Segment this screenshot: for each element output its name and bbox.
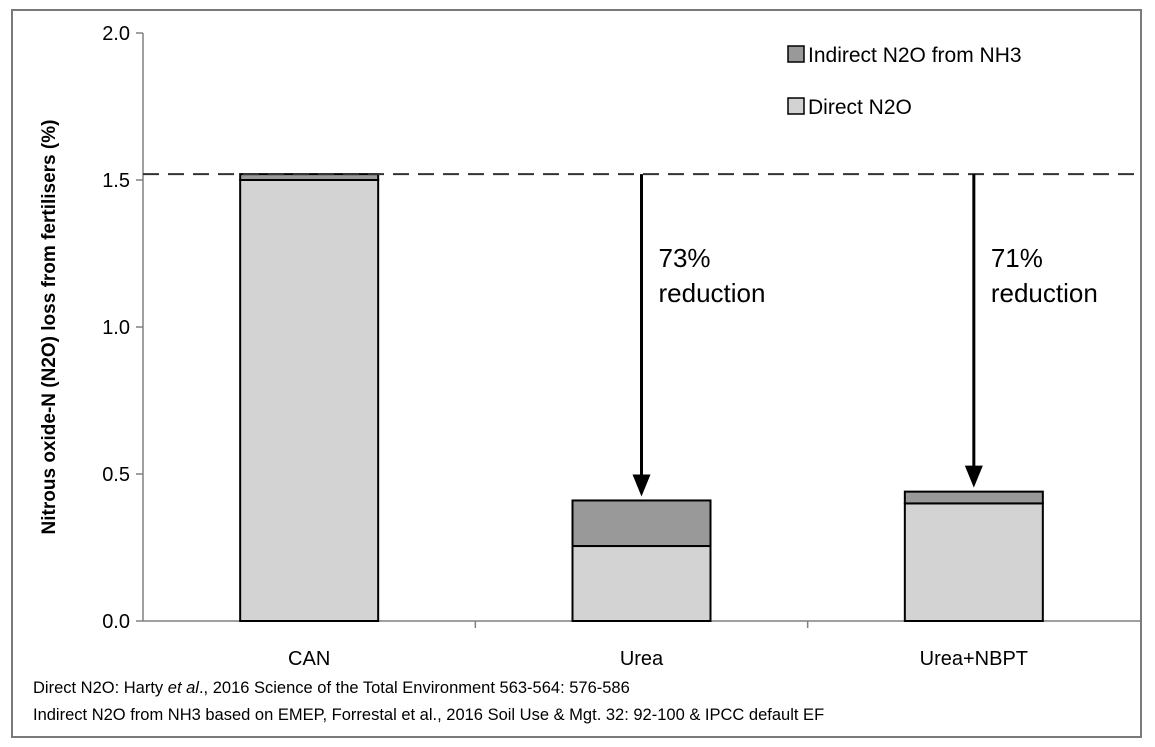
reduction-percent: 73% [659,243,711,273]
annotations: 73% reduction 71% reduction [632,174,1098,497]
reduction-label: reduction [991,278,1098,308]
x-tick-label: Urea [620,648,664,670]
y-tick-label: 0.0 [102,611,130,633]
reduction-label: reduction [659,278,766,308]
bar-indirect-urea-nbpt [903,490,1044,505]
bar-indirect-urea [571,499,712,548]
y-tick-label: 1.0 [102,317,130,339]
y-tick-label: 2.0 [102,23,130,45]
footnote-direct: Direct N2O: Harty et al., 2016 Science o… [33,679,630,697]
bar-chart: Nitrous oxide-N (N2O) loss from fertilis… [39,23,1140,670]
bar-direct-urea-nbpt [903,502,1044,622]
bar-direct-urea [571,545,712,623]
x-tick-label: Urea+NBPT [920,648,1028,670]
y-axis: 0.0 0.5 1.0 1.5 2.0 [102,23,144,633]
bar-direct-can [239,179,380,622]
arrow-head [632,474,651,497]
footnote-indirect: Indirect N2O from NH3 based on EMEP, For… [33,706,825,724]
bar-indirect-can [239,173,380,181]
y-tick-label: 0.5 [102,464,130,486]
legend-swatch [787,45,805,63]
reduction-percent: 71% [991,243,1043,273]
arrow-head [964,465,983,488]
legend-label: Direct N2O [808,96,912,119]
legend: Indirect N2O from NH3 Direct N2O [787,44,1022,119]
y-axis-label: Nitrous oxide-N (N2O) loss from fertilis… [39,120,60,535]
legend-swatch [787,97,805,115]
chart-frame [11,9,1142,738]
x-tick-label: CAN [288,648,330,670]
bars [239,173,1044,623]
legend-label: Indirect N2O from NH3 [808,44,1022,67]
y-tick-label: 1.5 [102,170,130,192]
x-axis: CAN Urea Urea+NBPT [143,620,1140,670]
